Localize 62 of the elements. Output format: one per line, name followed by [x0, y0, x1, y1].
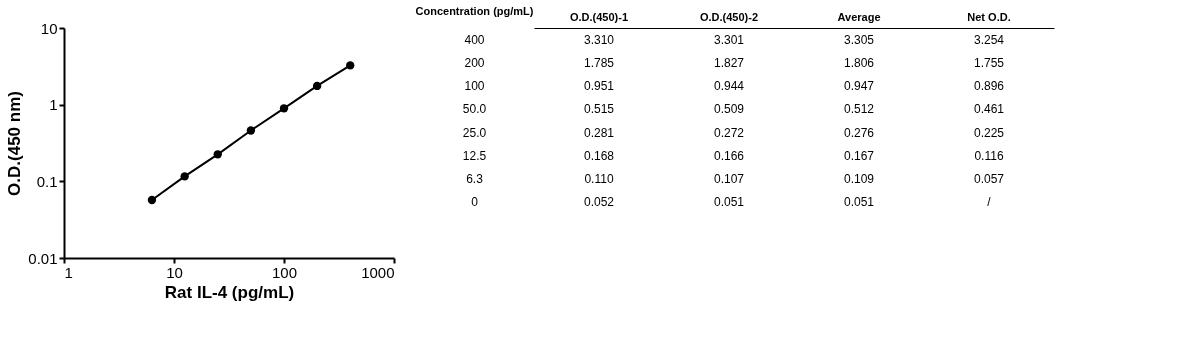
category-label: O.D.(450)-1 — [569, 10, 629, 23]
text: 3.310 — [583, 32, 615, 47]
text: 0.225 — [973, 125, 1005, 140]
y-tick-label: 0.1 — [36, 172, 58, 190]
text: 0.167 — [843, 148, 875, 163]
x-axis-title: Rat IL-4 (pg/mL) — [164, 282, 295, 302]
text: / — [987, 195, 991, 210]
text: Concentration (pg/mL) — [415, 4, 534, 17]
text: 0.109 — [843, 172, 875, 187]
category-label: 50.0 — [462, 102, 487, 117]
text: 0.461 — [973, 102, 1005, 117]
category-label: 400 — [464, 32, 485, 47]
text: 3.305 — [843, 32, 875, 47]
point — [246, 126, 256, 135]
y-axis-title: O.D.(450 nm) — [5, 91, 25, 196]
text: 0.281 — [583, 125, 615, 140]
text: 0.166 — [713, 148, 745, 163]
x-tick-label: 100 — [271, 263, 298, 281]
text: 1.785 — [583, 55, 615, 70]
text: 0.052 — [583, 195, 615, 210]
text: 0.951 — [583, 79, 615, 94]
point — [346, 61, 355, 70]
text: 3.301 — [713, 32, 745, 47]
text: 0.944 — [713, 79, 745, 94]
category-label: 200 — [464, 55, 485, 70]
y-tick-label: 0.01 — [28, 249, 58, 267]
category-label: O.D.(450)-2 — [699, 10, 759, 23]
y-tick-label: 10 — [40, 19, 58, 37]
text: 1.806 — [843, 55, 875, 70]
text: 1.827 — [713, 55, 745, 70]
category-label: 100 — [464, 79, 485, 94]
y-tick-label: 1 — [49, 96, 58, 114]
point — [180, 172, 189, 181]
text: 0.057 — [973, 172, 1005, 187]
text: 1.755 — [973, 55, 1005, 70]
point — [147, 195, 157, 205]
text: 0.509 — [713, 102, 745, 117]
text: 0.116 — [974, 148, 1004, 163]
text: 0.110 — [584, 172, 614, 187]
text: 0.896 — [973, 79, 1005, 94]
category-label: 25.0 — [462, 125, 487, 140]
text: 0.512 — [843, 102, 875, 117]
category-label: Net O.D. — [967, 10, 1011, 23]
text: 0.276 — [843, 125, 875, 140]
text: 0.168 — [583, 148, 615, 163]
point — [213, 150, 222, 159]
text: 3.254 — [973, 32, 1005, 47]
text: 0.515 — [583, 102, 615, 117]
x-tick-label: 10 — [166, 263, 183, 281]
point — [279, 104, 289, 113]
category-label: 6.3 — [466, 172, 483, 187]
category-label: 0 — [471, 195, 478, 210]
x-tick-label: 1 — [64, 263, 73, 281]
category-label: Average — [837, 10, 881, 23]
text: 0.107 — [713, 172, 745, 187]
point — [312, 81, 322, 91]
text: 0.947 — [843, 79, 875, 94]
text: 0.051 — [843, 195, 875, 210]
category-label: 12.5 — [462, 148, 487, 163]
text: 0.272 — [713, 125, 745, 140]
text: 0.051 — [713, 195, 745, 210]
x-tick-label: 1000 — [361, 263, 395, 281]
